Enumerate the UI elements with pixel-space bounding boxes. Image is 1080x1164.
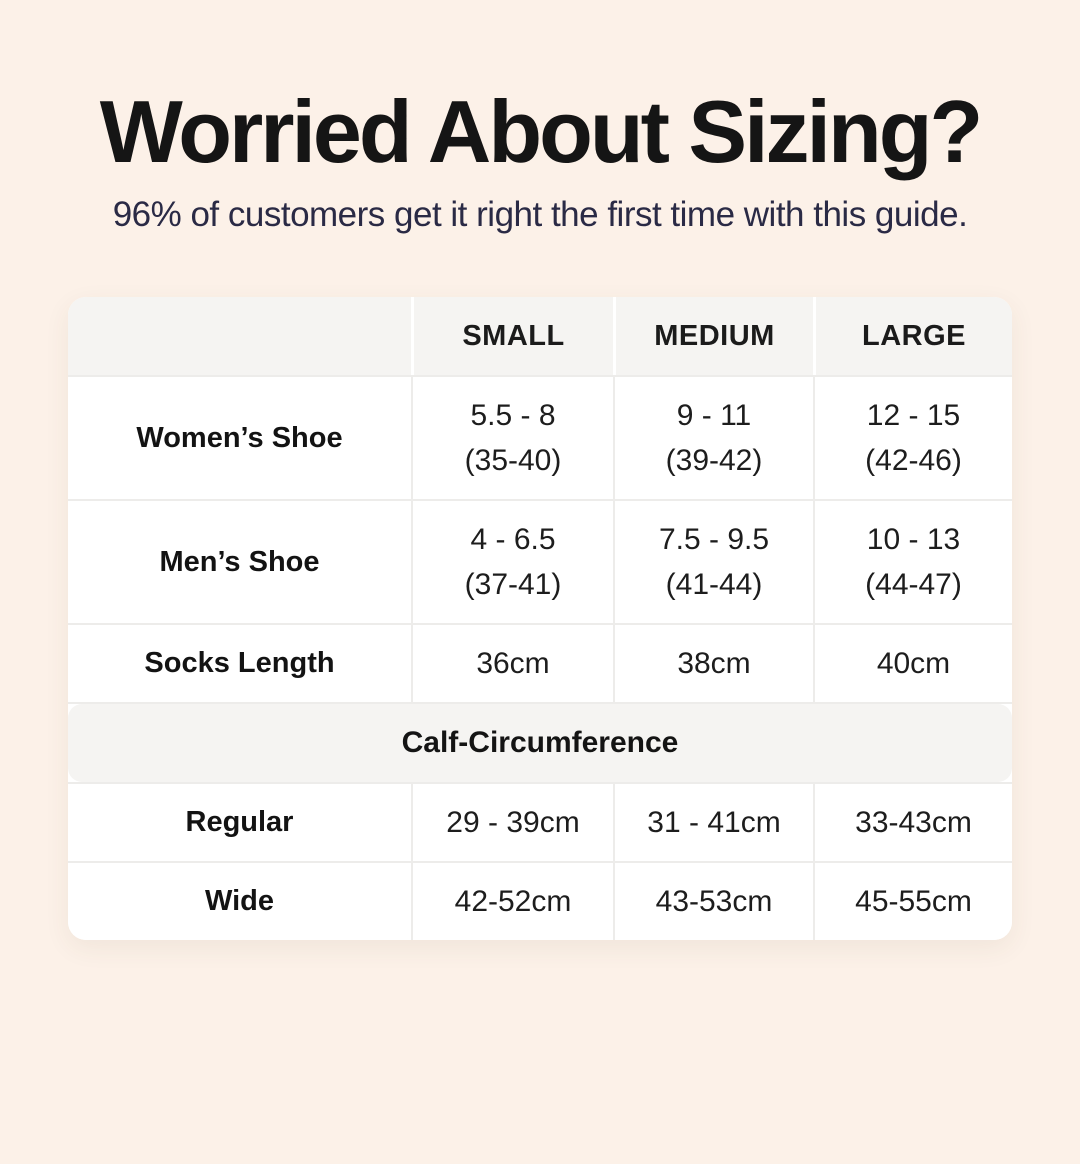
section-header-row: Calf-Circumference — [68, 702, 1012, 783]
table-row: Socks Length 36cm 38cm 40cm — [68, 623, 1012, 703]
row-label-cell: Regular — [68, 784, 411, 861]
row-label: Men’s Shoe — [159, 545, 320, 578]
column-header-label: MEDIUM — [654, 319, 775, 352]
row-label: Socks Length — [144, 647, 335, 680]
cell-value: (41-44) — [665, 568, 763, 602]
value-cell: 9 - 11 (39-42) — [613, 377, 813, 500]
page-subtitle: 96% of customers get it right the first … — [112, 195, 968, 235]
sizing-guide-poster: Worried About Sizing? 96% of customers g… — [0, 84, 1080, 1164]
value-cell: 42-52cm — [411, 863, 613, 941]
cell-value: 12 - 15 — [866, 399, 961, 433]
value-cell: 40cm — [813, 625, 1012, 703]
value-cell: 38cm — [613, 625, 813, 703]
column-header-label: LARGE — [862, 319, 966, 352]
cell-value: 42-52cm — [454, 885, 572, 919]
cell-value: (39-42) — [665, 444, 763, 478]
value-cell: 29 - 39cm — [411, 784, 613, 862]
cell-value: (44-47) — [865, 568, 962, 602]
table-row: Women’s Shoe 5.5 - 8 (35-40) 9 - 11 (39-42) 1… — [68, 375, 1012, 500]
column-header-label: SMALL — [462, 319, 565, 352]
row-label-cell: Men’s Shoe — [68, 501, 411, 623]
section-header: Calf-Circumference — [68, 704, 1012, 783]
cell-value: 40cm — [876, 647, 951, 681]
cell-value: (35-40) — [464, 444, 562, 478]
table-row: Regular 29 - 39cm 31 - 41cm 33-43cm — [68, 782, 1012, 862]
value-cell: 10 - 13 (44-47) — [813, 501, 1012, 624]
cell-value: 9 - 11 — [676, 399, 752, 433]
cell-value: 38cm — [677, 647, 751, 681]
value-cell: 12 - 15 (42-46) — [813, 377, 1012, 500]
column-header-medium: MEDIUM — [613, 297, 813, 376]
row-label: Wide — [204, 885, 275, 918]
canvas: { "page": { "background_color": "#fcf1e8… — [0, 84, 1080, 1164]
page-title: Worried About Sizing? — [99, 82, 983, 181]
corner-cell — [68, 297, 411, 375]
row-label: Regular — [185, 806, 294, 839]
value-cell: 5.5 - 8 (35-40) — [411, 377, 613, 500]
cell-value: (37-41) — [464, 568, 562, 602]
cell-value: 29 - 39cm — [446, 806, 580, 840]
cell-value: 5.5 - 8 — [470, 399, 556, 433]
value-cell: 33-43cm — [813, 784, 1012, 862]
value-cell: 31 - 41cm — [613, 784, 813, 862]
cell-value: 7.5 - 9.5 — [658, 523, 770, 557]
value-cell: 36cm — [411, 625, 613, 703]
column-header-small: SMALL — [411, 297, 613, 376]
value-cell: 7.5 - 9.5 (41-44) — [613, 501, 813, 624]
size-table: SMALL MEDIUM LARGE Women’s Shoe 5.5 - 8 (35-4… — [68, 297, 1012, 941]
table-row: Men’s Shoe 4 - 6.5 (37-41) 7.5 - 9.5 (41-44)… — [68, 499, 1012, 624]
table-row: Wide 42-52cm 43-53cm 45-55cm — [68, 861, 1012, 941]
cell-value: (42-46) — [865, 444, 962, 478]
cell-value: 36cm — [476, 647, 550, 681]
row-label: Women’s Shoe — [136, 421, 343, 454]
row-label-cell: Women’s Shoe — [68, 377, 411, 499]
cell-value: 43-53cm — [655, 885, 773, 919]
cell-value: 4 - 6.5 — [470, 523, 556, 557]
value-cell: 4 - 6.5 (37-41) — [411, 501, 613, 624]
cell-value: 10 - 13 — [866, 523, 961, 557]
cell-value: 45-55cm — [855, 885, 972, 919]
cell-value: 31 - 41cm — [647, 806, 781, 840]
value-cell: 43-53cm — [613, 863, 813, 941]
table-header-row: SMALL MEDIUM LARGE — [68, 297, 1012, 376]
value-cell: 45-55cm — [813, 863, 1012, 941]
cell-value: 33-43cm — [855, 806, 972, 840]
column-header-large: LARGE — [813, 297, 1012, 376]
row-label-cell: Socks Length — [68, 625, 411, 702]
row-label-cell: Wide — [68, 863, 411, 940]
